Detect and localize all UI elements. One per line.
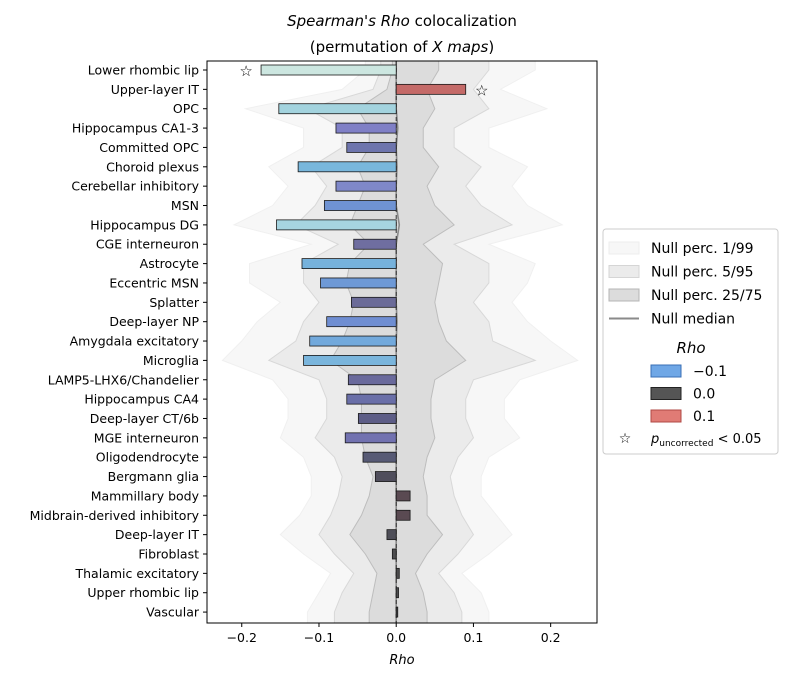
legend-star-icon: ☆ [619,431,632,447]
y-tick-label: Deep-layer NP [109,314,199,329]
y-tick-label: OPC [173,101,199,116]
bar [303,354,397,366]
y-tick-label: Thalamic excitatory [75,566,200,581]
x-tick-label: 0.2 [541,630,561,645]
bar [323,200,397,211]
bar [391,548,397,560]
y-tick-label: Splatter [149,295,199,310]
y-tick-label: Upper rhombic lip [87,585,199,600]
y-tick-label: Eccentric MSN [109,275,199,290]
bar [346,393,397,405]
y-tick-label: Choroid plexus [106,159,199,174]
bar [395,509,411,521]
bar [346,142,397,153]
bar [347,374,397,386]
x-tick-label: −0.2 [227,630,257,645]
significance-star: ☆ [239,62,252,80]
legend-rho-swatch [650,409,682,423]
y-tick-label: CGE interneuron [96,237,199,252]
legend-swatch [608,288,640,302]
bar [335,180,397,192]
y-tick-label: Midbrain-derived inhibitory [30,508,200,523]
bar [335,122,397,134]
bar [260,64,397,76]
legend-label: Null median [651,312,735,328]
legend-label: Null perc. 1/99 [651,241,754,257]
y-tick-label: Hippocampus DG [90,217,199,232]
legend-rho-swatch [650,364,682,378]
legend-rho-title: Rho [676,339,705,357]
y-tick-label: Fibroblast [138,547,199,562]
y-tick-label: Amygdala excitatory [70,334,200,349]
x-axis-label: Rho [389,653,414,668]
bar [357,413,397,424]
legend-rho-label: −0.1 [693,364,727,380]
legend-swatch [608,241,640,255]
bar [362,451,397,463]
y-tick-label: Deep-layer IT [115,527,199,542]
y-tick-label: MSN [171,198,199,213]
y-tick-label: Deep-layer CT/6b [90,411,199,426]
legend-rho-label: 0.0 [693,387,715,403]
legend: Null perc. 1/99 Null perc. 5/95 Null perc.… [602,228,779,455]
bar [344,432,397,444]
bar [301,258,397,270]
legend-label: Null perc. 5/95 [651,265,754,281]
bar [351,296,397,308]
bar [326,316,397,328]
bar [320,277,397,289]
significance-star: ☆ [475,81,488,99]
plot-frame [206,60,598,624]
y-tick-label: Hippocampus CA1-3 [72,121,199,136]
bar [276,219,397,231]
legend-rho-label: 0.1 [693,409,715,425]
y-tick-label: Bergmann glia [108,469,199,484]
legend-significance-label: puncorrected < 0.05 [650,432,762,449]
bar [386,529,397,541]
y-tick-label: Upper-layer IT [111,82,200,97]
bar [278,103,397,115]
x-tick-label: −0.1 [304,630,334,645]
bar [353,238,397,250]
y-tick-label: Oligodendrocyte [96,450,200,465]
y-tick-label: Mammillary body [91,488,200,503]
x-tick-label: 0.0 [386,630,406,645]
y-tick-label: Cerebellar inhibitory [71,179,199,194]
y-tick-label: Lower rhombic lip [88,63,199,78]
legend-label: Null perc. 25/75 [651,288,762,304]
bar [395,606,399,618]
chart-title-line1: Spearman's Rho colocalization [287,12,517,30]
legend-swatch [608,265,640,278]
bar [395,490,411,502]
y-tick-label: Hippocampus CA4 [84,392,199,407]
bar [374,471,397,482]
y-tick-label: Astrocyte [140,256,200,271]
chart-title-line2: (permutation of X maps) [310,38,494,56]
bar [395,587,399,599]
y-tick-label: MGE interneuron [94,430,199,445]
y-tick-label: Microglia [143,353,199,368]
y-tick-label: Vascular [146,605,200,620]
plot-area: ☆ ☆ Lower rhombic lip Upper-layer IT OPC Hipp… [30,60,598,645]
bar [297,161,397,173]
y-tick-label: LAMP5-LHX6/Chandelier [48,372,200,387]
x-tick-label: 0.1 [463,630,483,645]
legend-rho-swatch [650,387,682,400]
bar [395,567,400,579]
legend-frame [602,228,779,455]
bar [309,335,397,347]
y-tick-label: Committed OPC [99,140,199,155]
bar [395,83,467,95]
